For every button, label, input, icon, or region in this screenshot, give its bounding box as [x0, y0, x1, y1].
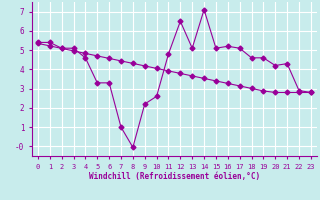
X-axis label: Windchill (Refroidissement éolien,°C): Windchill (Refroidissement éolien,°C): [89, 172, 260, 181]
